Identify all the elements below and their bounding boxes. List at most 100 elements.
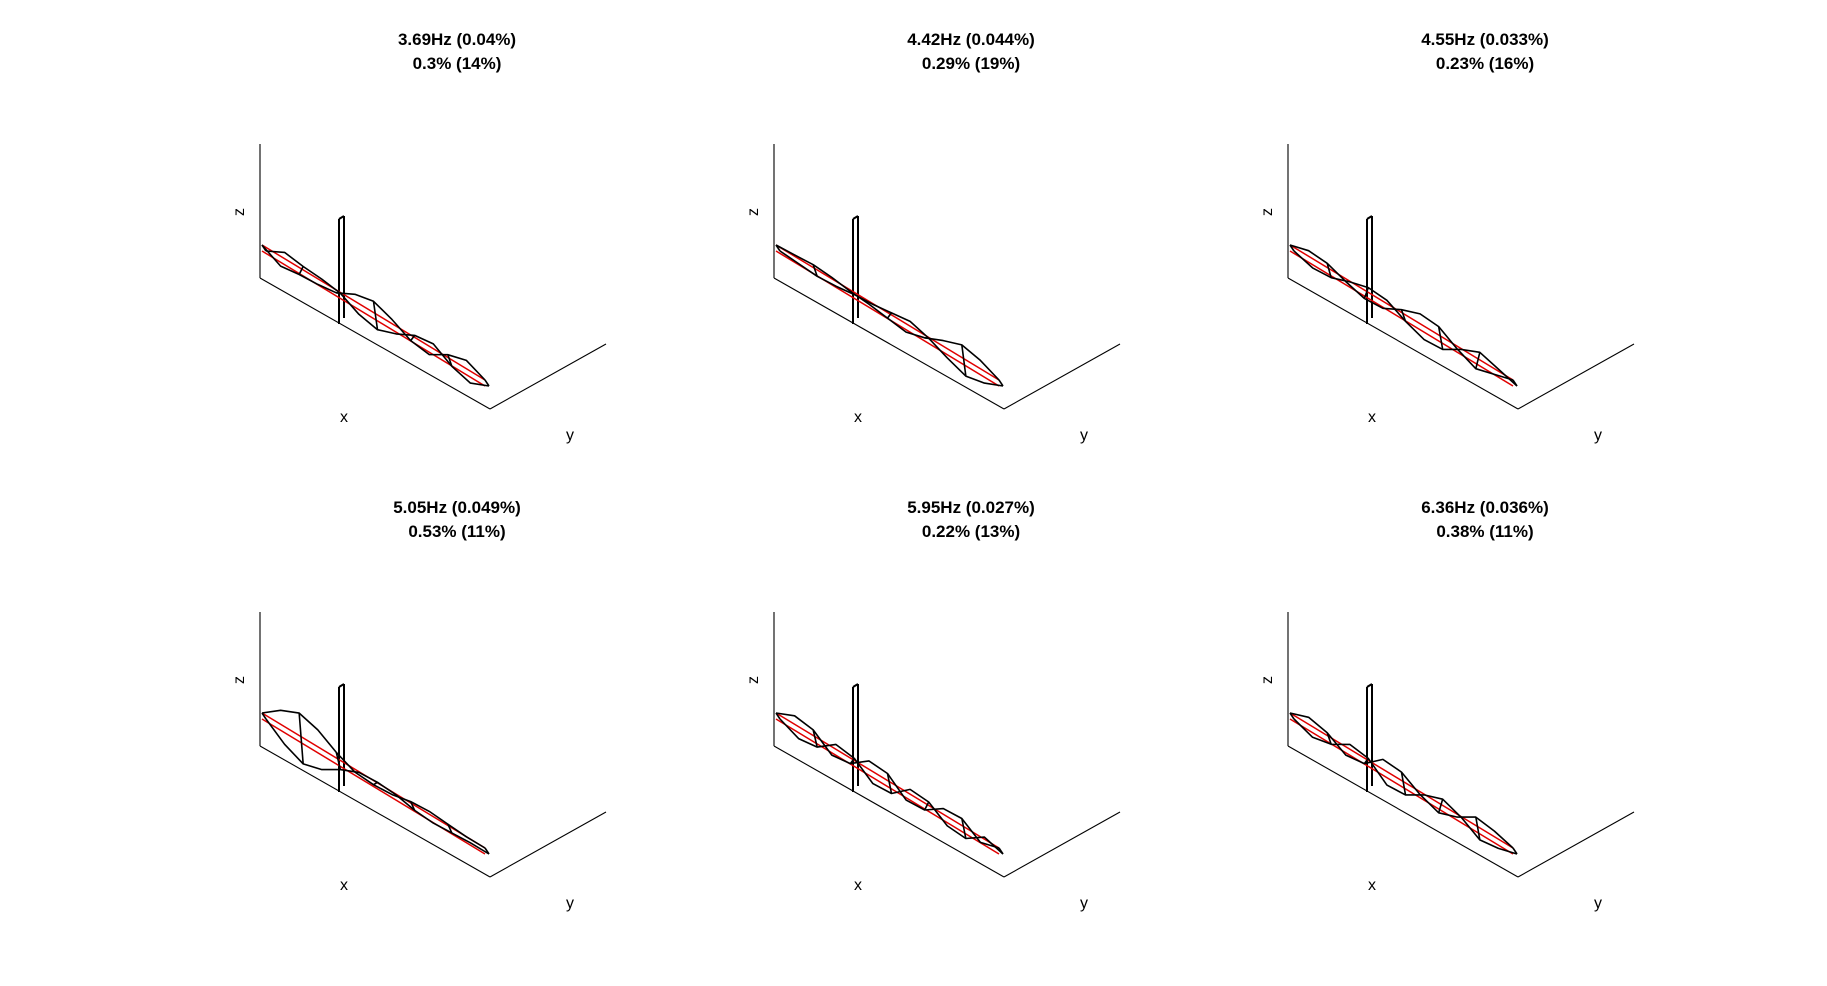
deformed-rung bbox=[1475, 352, 1481, 369]
panel-title-line1: 5.05Hz (0.049%) bbox=[393, 498, 521, 517]
mode-shape-plot: x y z bbox=[231, 144, 607, 444]
deformed-rung bbox=[1437, 326, 1444, 350]
deformed-rung bbox=[812, 729, 818, 748]
panel-title: 5.95Hz (0.027%) 0.22% (13%) bbox=[714, 496, 1228, 543]
x-axis-label: x bbox=[1368, 877, 1376, 894]
mode-shape-plot: x y z bbox=[1259, 144, 1635, 444]
panel-title-line1: 5.95Hz (0.027%) bbox=[907, 498, 1035, 517]
deformed-rung bbox=[1400, 309, 1407, 322]
mode-panel-4: 5.05Hz (0.049%) 0.53% (11%) x y z bbox=[200, 468, 760, 912]
mode-panel-5: 5.95Hz (0.027%) 0.22% (13%) x y z bbox=[714, 468, 1274, 912]
pier-top bbox=[1366, 215, 1373, 220]
panel-title: 6.36Hz (0.036%) 0.38% (11%) bbox=[1228, 496, 1742, 543]
mode-panel-6: 6.36Hz (0.036%) 0.38% (11%) x y z bbox=[1228, 468, 1788, 912]
x-axis-label: x bbox=[340, 877, 348, 894]
pier bbox=[338, 683, 345, 792]
deformed-rung bbox=[1475, 816, 1481, 841]
y-axis-line bbox=[489, 343, 607, 410]
deformed-rung bbox=[261, 244, 267, 252]
x-axis-label: x bbox=[854, 877, 862, 894]
panel-title: 5.05Hz (0.049%) 0.53% (11%) bbox=[200, 496, 714, 543]
panel-title-line1: 3.69Hz (0.04%) bbox=[397, 30, 517, 49]
deformed-rung bbox=[484, 847, 490, 855]
deformed-edge-lower bbox=[779, 718, 1004, 855]
x-axis-line bbox=[259, 745, 491, 878]
panel-title: 4.55Hz (0.033%) 0.23% (16%) bbox=[1228, 28, 1742, 75]
z-axis-label: z bbox=[745, 208, 762, 216]
y-axis-line bbox=[1517, 343, 1635, 410]
axes bbox=[1287, 612, 1635, 878]
undeformed-edge-1 bbox=[775, 712, 1000, 849]
panel-title-line2: 0.22% (13%) bbox=[921, 521, 1021, 541]
undeformed-edge-2 bbox=[261, 718, 486, 855]
deformed-rung bbox=[1363, 757, 1369, 765]
deformed-rung bbox=[447, 823, 453, 834]
deformed-deck bbox=[775, 244, 1004, 387]
mode-panel-1: 3.69Hz (0.04%) 0.3% (14%) x y z bbox=[200, 0, 760, 444]
panel-title-line2: 0.23% (16%) bbox=[1435, 53, 1535, 73]
pier bbox=[1366, 683, 1373, 792]
mode-shape-plot: x y z bbox=[1259, 612, 1635, 912]
pier-top bbox=[338, 683, 345, 688]
pier bbox=[1366, 215, 1373, 324]
deformed-deck bbox=[1289, 712, 1518, 855]
deformed-rung bbox=[849, 757, 855, 765]
y-axis-label: y bbox=[1594, 895, 1602, 912]
panel-title: 3.69Hz (0.04%) 0.3% (14%) bbox=[200, 28, 714, 75]
z-axis-label: z bbox=[231, 208, 248, 216]
undeformed-edge-1 bbox=[1289, 712, 1514, 849]
deformed-rung bbox=[998, 379, 1004, 387]
y-axis-label: y bbox=[566, 895, 574, 912]
pier-top bbox=[852, 683, 859, 688]
deformed-rung bbox=[1512, 379, 1518, 387]
z-axis-label: z bbox=[1259, 676, 1276, 684]
undeformed-deck bbox=[775, 712, 1000, 855]
axes bbox=[773, 612, 1121, 878]
y-axis-line bbox=[1517, 811, 1635, 878]
y-axis-label: y bbox=[1594, 427, 1602, 444]
y-axis-label: y bbox=[1080, 427, 1088, 444]
x-axis-label: x bbox=[1368, 409, 1376, 426]
undeformed-edge-1 bbox=[261, 244, 486, 381]
deformed-rung bbox=[298, 266, 304, 275]
y-axis-label: y bbox=[1080, 895, 1088, 912]
deformed-rung bbox=[961, 344, 967, 377]
panel-title-line2: 0.29% (19%) bbox=[921, 53, 1021, 73]
undeformed-deck bbox=[1289, 244, 1514, 387]
deformed-rung bbox=[1512, 847, 1518, 855]
x-axis-line bbox=[773, 277, 1005, 410]
panel-title-line1: 4.42Hz (0.044%) bbox=[907, 30, 1035, 49]
deformed-rung bbox=[923, 801, 930, 811]
deformed-rung bbox=[298, 713, 304, 764]
deformed-deck bbox=[261, 244, 490, 387]
panel-title: 4.42Hz (0.044%) 0.29% (19%) bbox=[714, 28, 1228, 75]
deformed-edge-lower bbox=[265, 250, 490, 387]
x-axis-label: x bbox=[340, 409, 348, 426]
pier-top bbox=[1366, 683, 1373, 688]
undeformed-edge-2 bbox=[1289, 718, 1514, 855]
y-axis-line bbox=[1003, 343, 1121, 410]
panel-title-line1: 4.55Hz (0.033%) bbox=[1421, 30, 1549, 49]
pier bbox=[338, 215, 345, 324]
x-axis-line bbox=[1287, 745, 1519, 878]
axes bbox=[773, 144, 1121, 410]
deformed-rung bbox=[812, 264, 818, 277]
deformed-rung bbox=[998, 847, 1004, 855]
mode-shape-plot: x y z bbox=[745, 612, 1121, 912]
deformed-rung bbox=[1437, 798, 1444, 814]
deformed-rung bbox=[775, 244, 781, 252]
undeformed-deck bbox=[775, 244, 1000, 387]
y-axis-line bbox=[489, 811, 607, 878]
y-axis-line bbox=[1003, 811, 1121, 878]
mode-shape-plot: x y z bbox=[231, 612, 607, 912]
z-axis-label: z bbox=[745, 676, 762, 684]
y-axis-label: y bbox=[566, 427, 574, 444]
undeformed-deck bbox=[1289, 712, 1514, 855]
deformed-rung bbox=[1326, 263, 1332, 278]
deformed-rung bbox=[1363, 287, 1370, 299]
deformed-rung bbox=[1400, 771, 1407, 796]
undeformed-edge-2 bbox=[1289, 250, 1514, 387]
deformed-rung bbox=[335, 752, 342, 770]
x-axis-line bbox=[259, 277, 491, 410]
